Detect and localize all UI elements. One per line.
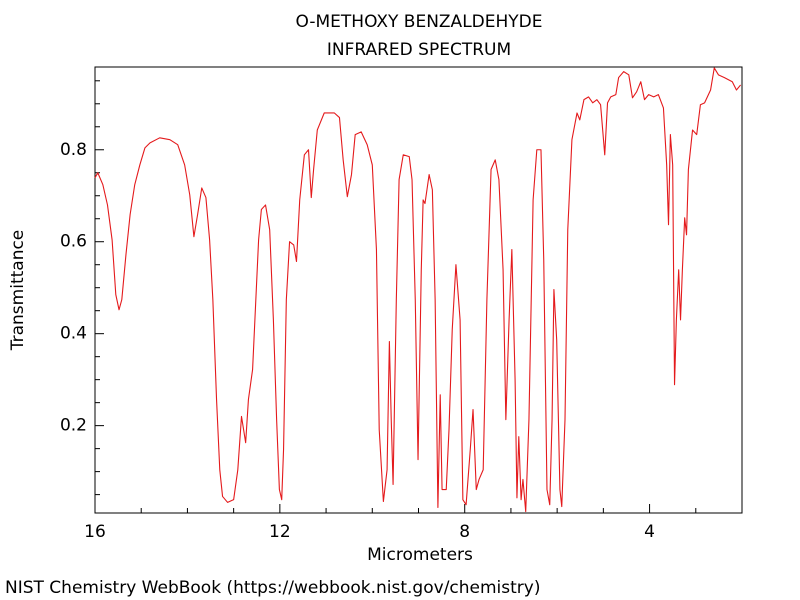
source-note: NIST Chemistry WebBook (https://webbook.… xyxy=(5,578,540,598)
spectrum-line xyxy=(94,67,742,513)
x-tick-label: 8 xyxy=(459,522,470,542)
chart-subtitle: INFRARED SPECTRUM xyxy=(327,40,511,60)
y-tick-label: 0.8 xyxy=(60,140,87,160)
x-axis-label: Micrometers xyxy=(367,545,473,565)
x-tick-label: 4 xyxy=(644,522,655,542)
y-tick-label: 0.4 xyxy=(60,324,87,344)
x-tick-label: 12 xyxy=(269,522,291,542)
y-tick-label: 0.6 xyxy=(60,232,87,252)
y-tick-label: 0.2 xyxy=(60,416,87,436)
x-tick-label: 16 xyxy=(84,522,106,542)
chart-title: O-METHOXY BENZALDEHYDE xyxy=(296,12,543,32)
y-axis-label: Transmittance xyxy=(8,230,28,352)
